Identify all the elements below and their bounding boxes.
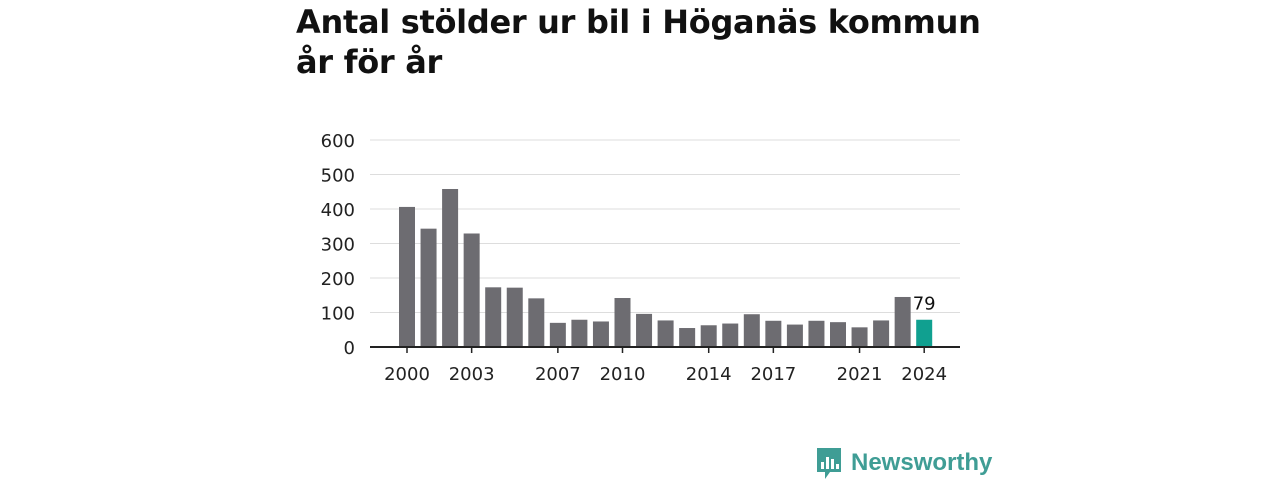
x-tick-label: 2017 xyxy=(750,364,796,385)
bar xyxy=(420,228,437,347)
bar xyxy=(614,298,631,347)
y-tick-label: 0 xyxy=(344,338,355,359)
x-tick-label: 2014 xyxy=(686,364,732,385)
y-tick-label: 500 xyxy=(321,166,355,187)
bar xyxy=(592,321,609,347)
bar xyxy=(894,296,911,347)
data-label: 79 xyxy=(913,294,936,315)
bar xyxy=(657,320,674,347)
bar xyxy=(873,320,890,347)
bar xyxy=(506,287,523,347)
y-tick-label: 300 xyxy=(321,235,355,256)
bar xyxy=(399,206,415,347)
bar xyxy=(743,314,760,347)
y-tick-label: 100 xyxy=(321,304,355,325)
newsworthy-logo-icon xyxy=(817,448,841,479)
bar xyxy=(830,322,846,347)
bar-chart: 0 100 200 300 400 500 600 2000 2003 2007 2010 2014 2… xyxy=(321,131,960,385)
bar xyxy=(636,313,653,347)
x-tick-label: 2021 xyxy=(837,364,883,385)
bar xyxy=(442,188,459,347)
y-tick-label: 600 xyxy=(321,131,355,152)
x-tick-label: 2024 xyxy=(901,364,947,385)
bar xyxy=(679,328,696,347)
bar xyxy=(463,233,480,347)
brand-name: Newsworthy xyxy=(851,449,993,476)
bar xyxy=(528,298,545,347)
chart-title: Antal stölder ur bil i Höganäs kommun år… xyxy=(296,3,981,81)
x-tick-label: 2010 xyxy=(600,364,646,385)
bar-highlight xyxy=(916,319,933,347)
bar xyxy=(700,325,717,347)
bar xyxy=(722,323,739,347)
y-tick-label: 200 xyxy=(321,269,355,290)
bar xyxy=(851,327,868,347)
x-tick-label: 2007 xyxy=(535,364,581,385)
bar xyxy=(808,320,825,347)
bar xyxy=(765,320,782,347)
bar xyxy=(571,319,588,347)
x-tick-label: 2000 xyxy=(384,364,430,385)
y-tick-label: 400 xyxy=(321,200,355,221)
bar xyxy=(786,324,803,347)
bar xyxy=(485,287,502,347)
brand-logo: Newsworthy xyxy=(815,446,992,480)
x-tick-label: 2003 xyxy=(449,364,495,385)
bar xyxy=(549,322,566,347)
